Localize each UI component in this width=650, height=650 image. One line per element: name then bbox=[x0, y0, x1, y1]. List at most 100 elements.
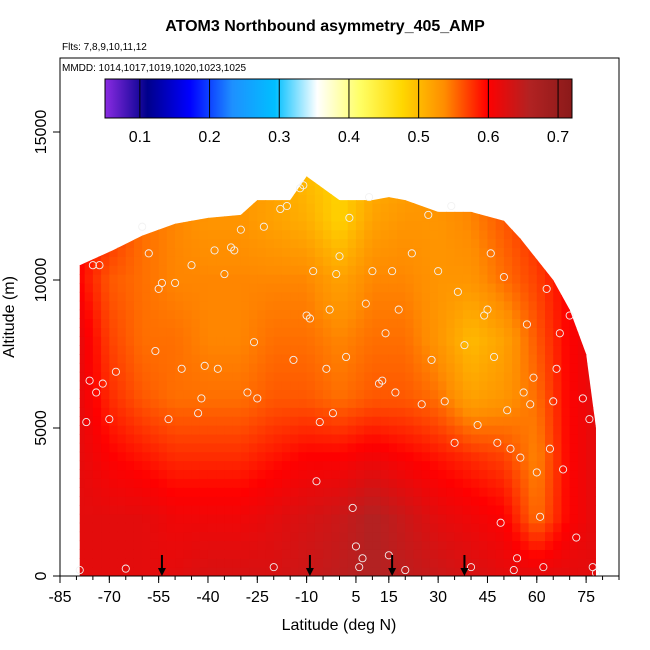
heatmap-cell bbox=[594, 522, 596, 533]
heatmap-cell bbox=[281, 176, 291, 177]
heatmap-cell bbox=[199, 354, 209, 364]
heatmap-cell bbox=[265, 380, 275, 391]
heatmap-cell bbox=[133, 469, 143, 479]
heatmap-cell bbox=[175, 522, 184, 533]
sample-point bbox=[230, 246, 239, 255]
heatmap-cell bbox=[79, 362, 86, 373]
heatmap-cell bbox=[314, 185, 324, 195]
heatmap-cell bbox=[553, 540, 563, 550]
heatmap-cell bbox=[323, 318, 332, 328]
heatmap-cell bbox=[257, 496, 267, 506]
heatmap-cell bbox=[372, 540, 382, 550]
heatmap-cell bbox=[503, 504, 513, 515]
heatmap-cell bbox=[413, 318, 423, 328]
heatmap-cell bbox=[183, 380, 193, 391]
heatmap-cell bbox=[109, 549, 119, 559]
heatmap-cell bbox=[372, 469, 382, 479]
heatmap-cell bbox=[290, 238, 299, 249]
heatmap-cell bbox=[479, 451, 489, 462]
heatmap-cell bbox=[471, 362, 480, 373]
heatmap-cell bbox=[232, 291, 242, 302]
heatmap-cell bbox=[586, 265, 595, 275]
heatmap-cell bbox=[232, 176, 242, 186]
heatmap-cell bbox=[372, 362, 382, 373]
heatmap-cell bbox=[429, 407, 439, 417]
heatmap-cell bbox=[503, 247, 513, 257]
sample-point bbox=[526, 400, 535, 409]
heatmap-cell bbox=[405, 211, 415, 222]
heatmap-cell bbox=[347, 460, 357, 471]
heatmap-cell bbox=[232, 362, 242, 373]
heatmap-cell bbox=[224, 513, 234, 524]
heatmap-cell bbox=[520, 558, 530, 568]
heatmap-cell bbox=[446, 211, 456, 222]
heatmap-cell bbox=[586, 194, 595, 204]
heatmap-cell bbox=[183, 291, 193, 302]
heatmap-cell bbox=[150, 247, 160, 257]
heatmap-cell bbox=[240, 522, 250, 533]
sample-point bbox=[453, 287, 462, 296]
heatmap-cell bbox=[380, 567, 390, 576]
heatmap-cell bbox=[331, 194, 341, 204]
heatmap-cell bbox=[216, 398, 226, 408]
heatmap-cell bbox=[471, 220, 480, 231]
heatmap-cell bbox=[183, 238, 193, 249]
heatmap-cell bbox=[429, 238, 439, 249]
heatmap-cell bbox=[528, 487, 538, 497]
heatmap-cell bbox=[462, 487, 472, 497]
heatmap-cell bbox=[175, 478, 184, 488]
sample-point bbox=[312, 477, 321, 486]
heatmap-cell bbox=[290, 176, 299, 186]
heatmap-cell bbox=[273, 513, 283, 524]
sample-point bbox=[328, 409, 337, 418]
heatmap-cell bbox=[462, 282, 472, 293]
heatmap-cell bbox=[281, 549, 291, 559]
heatmap-cell bbox=[249, 451, 258, 462]
heatmap-cell bbox=[339, 371, 349, 382]
heatmap-cell bbox=[454, 371, 464, 382]
heatmap-cell bbox=[577, 567, 587, 576]
heatmap-cell bbox=[265, 487, 275, 497]
heatmap-cell bbox=[339, 176, 349, 177]
sample-point bbox=[355, 563, 364, 572]
heatmap-cell bbox=[586, 416, 595, 426]
heatmap-cell bbox=[166, 407, 176, 417]
heatmap-cell bbox=[175, 451, 184, 462]
heatmap-cell bbox=[545, 558, 554, 568]
heatmap-cell bbox=[339, 531, 349, 542]
heatmap-cell bbox=[142, 442, 152, 453]
heatmap-cell bbox=[380, 282, 390, 293]
x-tick-label: -40 bbox=[196, 589, 219, 606]
heatmap-cell bbox=[569, 291, 579, 302]
heatmap-cell bbox=[249, 256, 258, 266]
heatmap-cell bbox=[397, 256, 406, 266]
heatmap-cell bbox=[495, 229, 505, 240]
heatmap-cell bbox=[232, 522, 242, 533]
heatmap-cell bbox=[306, 451, 316, 462]
heatmap-cell bbox=[158, 478, 168, 488]
heatmap-cell bbox=[536, 274, 546, 284]
heatmap-cell bbox=[298, 256, 308, 266]
heatmap-cell bbox=[421, 389, 431, 399]
heatmap-cell bbox=[79, 567, 86, 576]
heatmap-cell bbox=[421, 567, 431, 576]
heatmap-cell bbox=[79, 185, 86, 195]
heatmap-cell bbox=[101, 398, 110, 408]
heatmap-cell bbox=[577, 389, 587, 399]
heatmap-cell bbox=[577, 433, 587, 444]
heatmap-cell bbox=[536, 194, 546, 204]
heatmap-cell bbox=[487, 513, 497, 524]
heatmap-cell bbox=[355, 291, 365, 302]
heatmap-cell bbox=[553, 513, 563, 524]
heatmap-cell bbox=[84, 354, 94, 364]
heatmap-cell bbox=[109, 398, 119, 408]
heatmap-cell bbox=[101, 567, 110, 576]
heatmap-cell bbox=[569, 185, 579, 195]
heatmap-cell bbox=[273, 442, 283, 453]
heatmap-cell bbox=[569, 247, 579, 257]
heatmap-cell bbox=[92, 354, 102, 364]
heatmap-cell bbox=[281, 327, 291, 337]
heatmap-cell bbox=[240, 336, 250, 346]
heatmap-cell bbox=[249, 540, 258, 550]
heatmap-cell bbox=[306, 558, 316, 568]
